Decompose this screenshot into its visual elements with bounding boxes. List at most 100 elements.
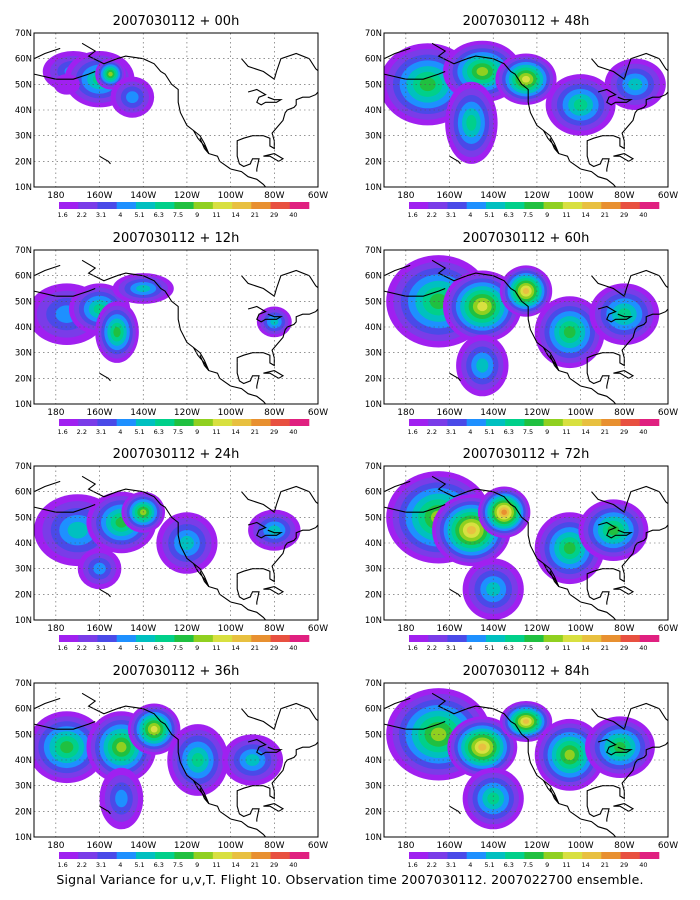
lat-tick-label: 20N [365,590,382,600]
colorbar-swatch [97,635,117,642]
colorbar-swatch [270,852,291,859]
colorbar-swatch [409,202,429,209]
map-panel-72h: 2007030112 + 72h 70N 60N 50N 40N 30N 20N 10N 180… [365,447,678,652]
lon-tick-label: 180 [397,191,414,201]
lon-tick-label: 60W [308,191,328,201]
variance-contour-1-8 [477,301,488,312]
colorbar-label: 3.1 [446,861,456,869]
grid [34,33,318,187]
variance-contour-3-3 [126,91,139,104]
colorbar-label: 7.5 [523,861,533,869]
colorbar-swatch [639,635,660,642]
colorbar-swatch [97,852,117,859]
colorbar-label: 6.3 [504,428,514,436]
lon-tick-label: 120W [174,841,200,851]
lon-tick-label: 80W [264,841,284,851]
colorbar-swatch [447,419,467,426]
colorbar-swatch [289,419,310,426]
colorbar: 1.6 2.2 3.1 4 5.1 6.3 7.5 9 11 14 21 29 40 [407,635,660,652]
map-frame [383,32,669,188]
colorbar-swatch [289,635,310,642]
colorbar-swatch [485,852,506,859]
lat-tick-label: 10N [15,833,32,843]
colorbar-swatch [524,419,544,426]
colorbar-swatch [174,202,194,209]
colorbar-label: 2.2 [427,211,437,219]
colorbar-swatch [466,852,487,859]
variance-contour-0-6 [60,741,74,754]
colorbar-label: 14 [232,644,240,652]
colorbar-swatch [582,635,602,642]
lat-tick-label: 70N [15,462,32,472]
colorbar-swatch [409,852,429,859]
lon-tick-label: 180 [397,624,414,634]
lat-tick-label: 40N [365,756,382,766]
colorbar-swatch [409,419,429,426]
lat-tick-label: 40N [365,323,382,333]
lat-tick-label: 40N [15,756,32,766]
lat-tick-label: 40N [365,539,382,549]
lon-tick-label: 120W [174,624,200,634]
lon-tick-label: 140W [480,191,506,201]
colorbar-swatch [135,202,156,209]
colorbar-label: 7.5 [173,644,183,652]
lat-tick-label: 10N [365,183,382,193]
lon-tick-label: 60W [658,408,678,418]
lat-tick-label: 20N [365,157,382,167]
colorbar-label: 4 [118,211,122,219]
lon-tick-label: 80W [614,841,634,851]
colorbar-label: 29 [620,644,628,652]
lat-tick-label: 70N [15,29,32,39]
lat-tick-label: 10N [365,833,382,843]
grid [34,466,318,620]
grid [34,683,318,837]
colorbar-swatch [59,635,79,642]
colorbar-label: 21 [251,211,259,219]
colorbar-label: 5.1 [484,861,494,869]
lat-tick-label: 10N [365,400,382,410]
colorbar-label: 9 [195,428,199,436]
variance-contour-2-10 [501,509,507,515]
variance-contour-2-6 [113,327,121,338]
figure-caption: Signal Variance for u,v,T. Flight 10. Ob… [56,872,644,887]
lat-tick-label: 20N [15,157,32,167]
colorbar-swatch [212,202,233,209]
colorbar-swatch [447,202,467,209]
lat-tick-label: 20N [15,590,32,600]
colorbar-label: 4 [118,428,122,436]
lat-tick-label: 30N [15,565,32,575]
coastline [34,475,318,620]
colorbar-label: 29 [620,428,628,436]
lon-tick-label: 80W [264,624,284,634]
lat-tick-label: 10N [15,183,32,193]
colorbar-label: 40 [639,861,647,869]
colorbar-swatch [78,202,98,209]
colorbar-label: 9 [195,644,199,652]
colorbar-label: 40 [639,211,647,219]
map-panel-24h: 2007030112 + 24h 70N 60N 50N 40N 30N 20N 10N 180… [15,447,328,652]
coastline [384,259,668,404]
lon-tick-label: 120W [524,408,550,418]
variance-contour-2-8 [522,75,530,83]
lon-tick-label: 140W [480,841,506,851]
colorbar-label: 9 [195,861,199,869]
variance-contour-3-6 [563,542,576,555]
colorbar-swatch [582,852,602,859]
colorbar-swatch [251,635,271,642]
variance-field [384,250,668,404]
lon-tick-label: 100W [218,408,244,418]
colorbar-label: 21 [251,861,259,869]
lon-tick-label: 140W [130,624,156,634]
lon-tick-label: 60W [658,191,678,201]
lat-tick-label: 50N [365,80,382,90]
variance-contour-5-3 [115,789,128,808]
lon-tick-label: 160W [86,624,112,634]
coastline [384,42,668,187]
lat-tick-label: 40N [15,539,32,549]
coastline [34,42,318,187]
lat-tick-label: 40N [365,106,382,116]
colorbar-swatch [135,635,156,642]
colorbar-label: 4 [118,644,122,652]
colorbar-swatch [639,852,660,859]
colorbar-label: 2.2 [427,428,437,436]
